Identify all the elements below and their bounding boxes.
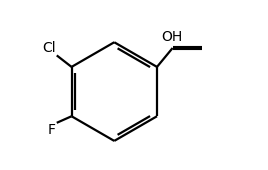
Text: OH: OH <box>161 30 183 44</box>
Text: F: F <box>48 123 56 137</box>
Text: Cl: Cl <box>42 41 56 55</box>
